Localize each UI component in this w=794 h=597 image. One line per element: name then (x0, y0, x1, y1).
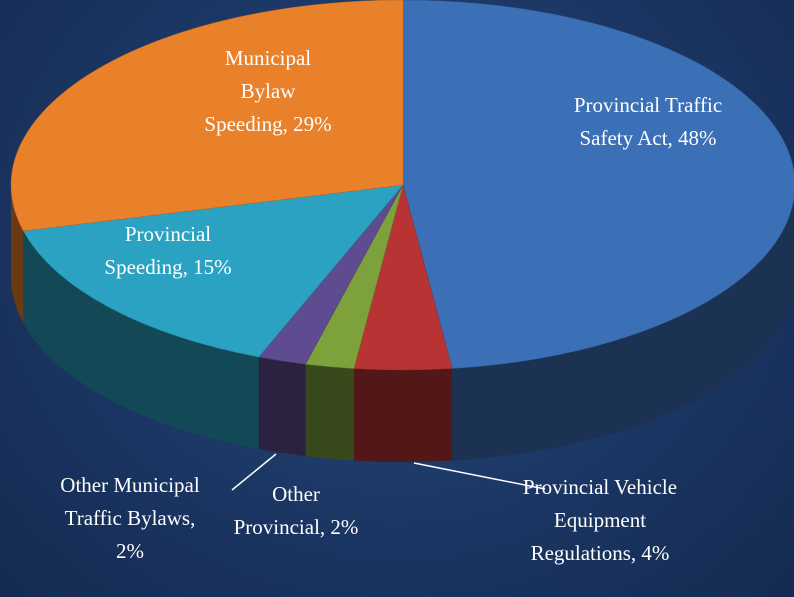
slice-side (353, 368, 453, 462)
slice (402, 0, 794, 369)
slice-side (23, 231, 259, 450)
data-label: Municipal Bylaw Speeding, 29% (204, 46, 332, 136)
slice-side (305, 364, 354, 461)
data-label: Other Municipal Traffic Bylaws, 2% (60, 473, 200, 563)
slice-side (11, 185, 24, 324)
slice-side (258, 357, 306, 457)
leader-line (413, 462, 546, 490)
data-label: Provincial Vehicle Equipment Regulations… (522, 475, 678, 565)
leader-line (231, 453, 277, 491)
data-label: Provincial Traffic Safety Act, 48% (573, 93, 723, 150)
slice-side (452, 197, 794, 461)
slice (22, 184, 404, 358)
data-label: Provincial Speeding, 15% (104, 222, 232, 279)
slice (10, 0, 404, 232)
data-label: Other Provincial, 2% (233, 482, 359, 539)
